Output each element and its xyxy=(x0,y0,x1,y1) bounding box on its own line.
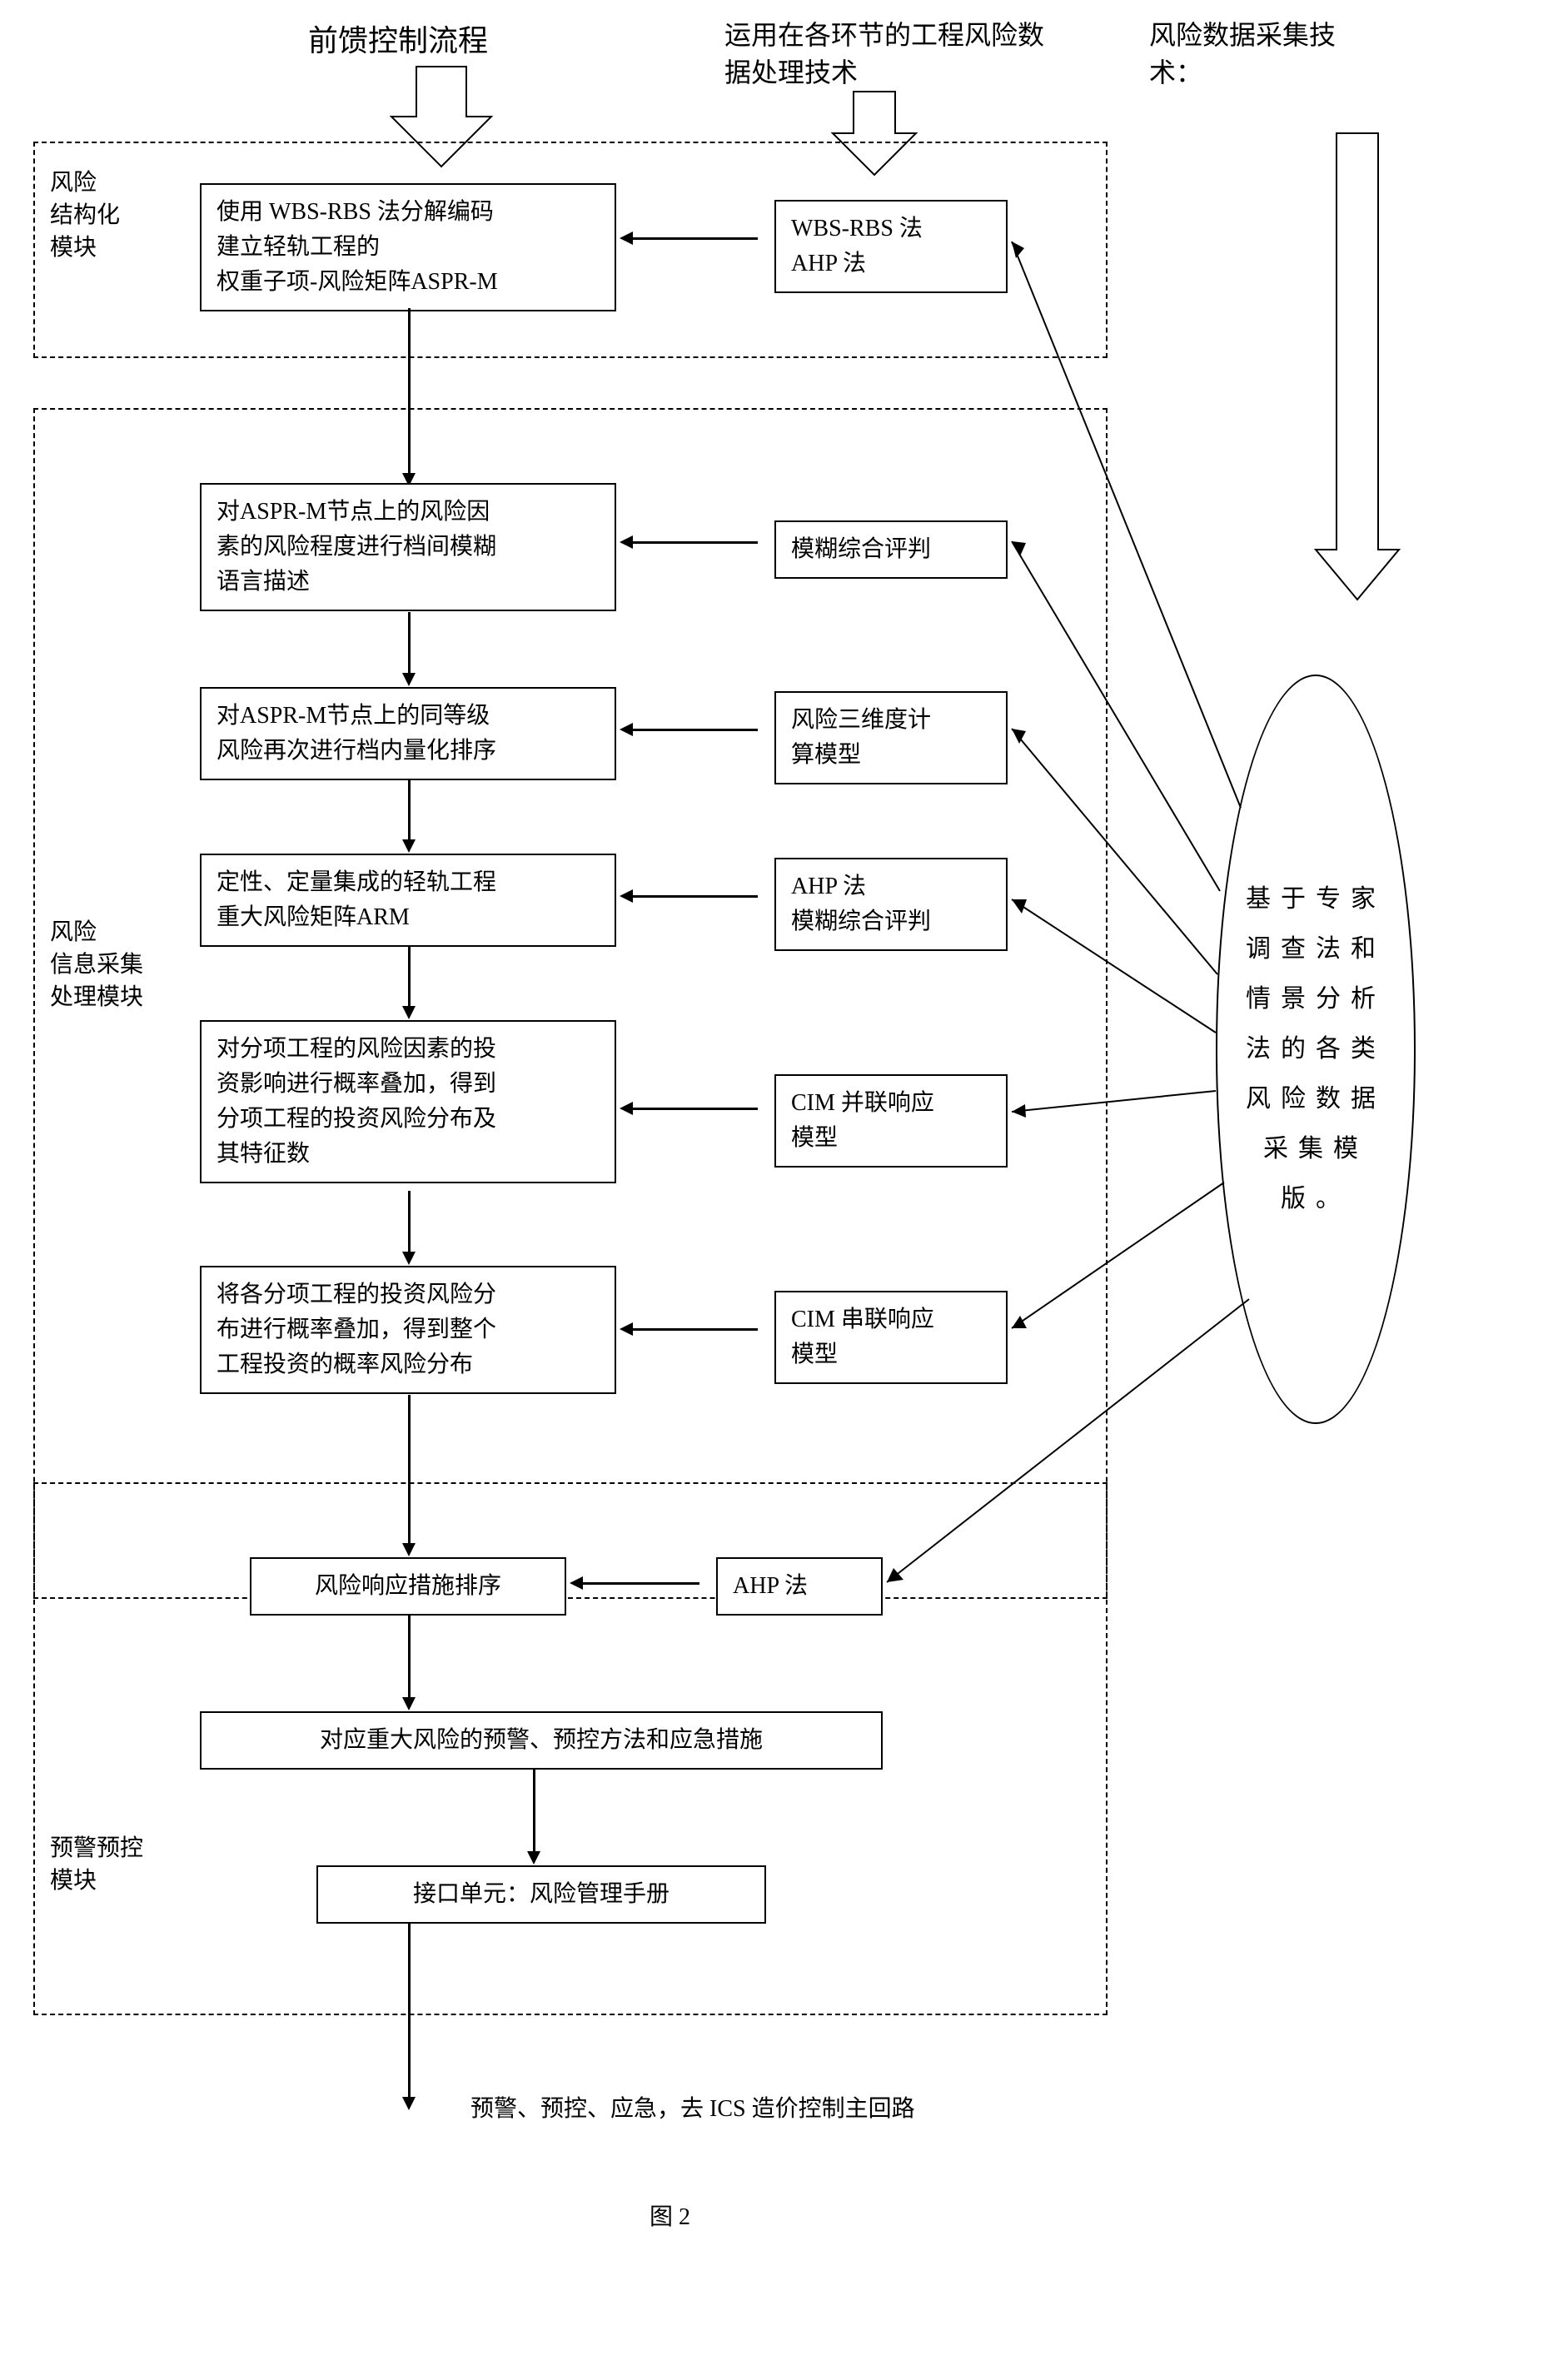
ellipse-text: 基于专家调查法和情景分析法的各类风险数据采集模版。 xyxy=(1234,874,1397,1224)
m2-tech-2-text: 风险三维度计 算模型 xyxy=(791,707,931,768)
m2-process-2: 对ASPR-M节点上的同等级 风险再次进行档内量化排序 xyxy=(200,687,616,780)
arrow-v-m2-3-tip xyxy=(402,1006,416,1019)
arrow-v-m2-4-tip xyxy=(402,1252,416,1265)
arrow-m2-h3 xyxy=(633,895,758,898)
m2-tech-3-text: AHP 法 模糊综合评判 xyxy=(791,874,931,934)
arrow-output-tip xyxy=(402,2097,416,2110)
arrow-m3-h1-tip xyxy=(570,1576,583,1590)
m2-process-5: 将各分项工程的投资风险分 布进行概率叠加，得到整个 工程投资的概率风险分布 xyxy=(200,1266,616,1394)
m3-process-2-text: 对应重大风险的预警、预控方法和应急措施 xyxy=(320,1727,763,1753)
header-col1: 前馈控制流程 xyxy=(308,17,488,60)
m2-process-3: 定性、定量集成的轻轨工程 重大风险矩阵ARM xyxy=(200,854,616,947)
arrow-m3-h1 xyxy=(583,1582,699,1585)
m2-process-1: 对ASPR-M节点上的风险因 素的风险程度进行档间模糊 语言描述 xyxy=(200,483,616,611)
arrow-v-m3-1-tip xyxy=(402,1697,416,1710)
module-1-label: 风险结构化模块 xyxy=(50,167,133,265)
m2-process-5-text: 将各分项工程的投资风险分 布进行概率叠加，得到整个 工程投资的概率风险分布 xyxy=(217,1282,496,1377)
arrow-v-m3-2-tip xyxy=(527,1851,540,1865)
arrow-v-m2-1-tip xyxy=(402,673,416,686)
big-arrow-3 xyxy=(1316,133,1399,605)
m1-tech-1-text: WBS-RBS 法 AHP 法 xyxy=(791,216,923,276)
arrow-v-m2-1 xyxy=(408,612,411,675)
arrow-m2-h3-tip xyxy=(620,889,633,903)
arrow-v-m3-1 xyxy=(408,1616,411,1699)
m2-tech-2: 风险三维度计 算模型 xyxy=(774,691,1008,784)
module-2-label: 风险信息采集处理模块 xyxy=(50,916,158,1014)
m2-tech-1-text: 模糊综合评判 xyxy=(791,536,931,562)
arrow-v-m2-3 xyxy=(408,945,411,1008)
m2-process-1-text: 对ASPR-M节点上的风险因 素的风险程度进行档间模糊 语言描述 xyxy=(217,499,496,595)
arrow-m2-h2-tip xyxy=(620,723,633,736)
m1-process-1-text: 使用 WBS-RBS 法分解编码 建立轻轨工程的 权重子项-风险矩阵ASPR-M xyxy=(217,199,498,295)
arrow-m2-h5 xyxy=(633,1328,758,1331)
m3-process-1: 风险响应措施排序 xyxy=(250,1557,566,1616)
m1-process-1: 使用 WBS-RBS 法分解编码 建立轻轨工程的 权重子项-风险矩阵ASPR-M xyxy=(200,183,616,311)
m2-process-4-text: 对分项工程的风险因素的投 资影响进行概率叠加，得到 分项工程的投资风险分布及 其… xyxy=(217,1036,496,1167)
m3-process-3: 接口单元：风险管理手册 xyxy=(316,1865,766,1924)
module-3-label: 预警预控模块 xyxy=(50,1832,158,1897)
m3-tech-1-text: AHP 法 xyxy=(733,1573,808,1599)
arrow-v-m2-4 xyxy=(408,1191,411,1253)
arrow-m2-h5-tip xyxy=(620,1322,633,1336)
m2-tech-4: CIM 并联响应 模型 xyxy=(774,1074,1008,1168)
m2-process-3-text: 定性、定量集成的轻轨工程 重大风险矩阵ARM xyxy=(217,869,496,930)
m2-tech-1: 模糊综合评判 xyxy=(774,520,1008,579)
figure-label: 图 2 xyxy=(650,2198,690,2232)
arrow-v-m2-2-tip xyxy=(402,839,416,853)
arrow-v-m2-2 xyxy=(408,779,411,841)
m2-tech-5-text: CIM 串联响应 模型 xyxy=(791,1307,934,1367)
output-label: 预警、预控、应急，去 ICS 造价控制主回路 xyxy=(470,2090,915,2124)
m3-process-2: 对应重大风险的预警、预控方法和应急措施 xyxy=(200,1711,883,1770)
arrow-output xyxy=(408,1924,411,2099)
m3-process-1-text: 风险响应措施排序 xyxy=(315,1573,501,1599)
arrow-m2-h4-tip xyxy=(620,1102,633,1115)
header-col3: 风险数据采集技术： xyxy=(1149,17,1357,92)
arrow-m2-h1 xyxy=(633,541,758,544)
m2-process-4: 对分项工程的风险因素的投 资影响进行概率叠加，得到 分项工程的投资风险分布及 其… xyxy=(200,1020,616,1183)
arrow-m2-h1-tip xyxy=(620,535,633,549)
arrow-v-m3-2 xyxy=(533,1770,535,1853)
m2-tech-4-text: CIM 并联响应 模型 xyxy=(791,1090,934,1151)
m3-process-3-text: 接口单元：风险管理手册 xyxy=(413,1881,670,1907)
arrow-m1-h-tip xyxy=(620,232,633,245)
m2-tech-3: AHP 法 模糊综合评判 xyxy=(774,858,1008,951)
arrow-m2-h4 xyxy=(633,1108,758,1110)
m2-process-2-text: 对ASPR-M节点上的同等级 风险再次进行档内量化排序 xyxy=(217,703,496,764)
arrow-m1-h xyxy=(633,237,758,240)
m2-tech-5: CIM 串联响应 模型 xyxy=(774,1291,1008,1384)
m1-tech-1: WBS-RBS 法 AHP 法 xyxy=(774,200,1008,293)
arrow-m2-h2 xyxy=(633,729,758,731)
diagram-container: 前馈控制流程 运用在各环节的工程风险数据处理技术 风险数据采集技术： 风险结构化… xyxy=(17,17,1549,2358)
header-col2: 运用在各环节的工程风险数据处理技术 xyxy=(724,17,1058,92)
data-collection-ellipse: 基于专家调查法和情景分析法的各类风险数据采集模版。 xyxy=(1216,675,1416,1424)
m3-tech-1: AHP 法 xyxy=(716,1557,883,1616)
